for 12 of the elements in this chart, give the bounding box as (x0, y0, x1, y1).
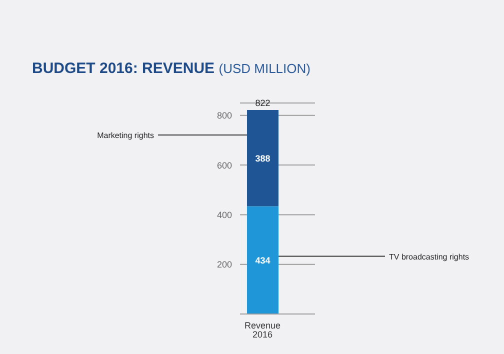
text: Marketing rights (97, 130, 154, 140)
y-tick-label: 600 (216, 160, 232, 170)
chart-subtitle: (USD MILLION) (218, 61, 310, 76)
chart-title: BUDGET 2016: REVENUE (32, 60, 215, 77)
y-tick-label: 800 (216, 110, 232, 121)
text: TV broadcasting rights (389, 252, 470, 262)
y-tick-label: 200 (216, 260, 232, 270)
y-tick-label: 400 (216, 210, 232, 220)
total-label: 822 (255, 98, 270, 108)
x-tick-label: Revenue 2016 (244, 320, 281, 340)
data-label: 434 (255, 255, 270, 266)
data-label: 388 (255, 153, 270, 164)
